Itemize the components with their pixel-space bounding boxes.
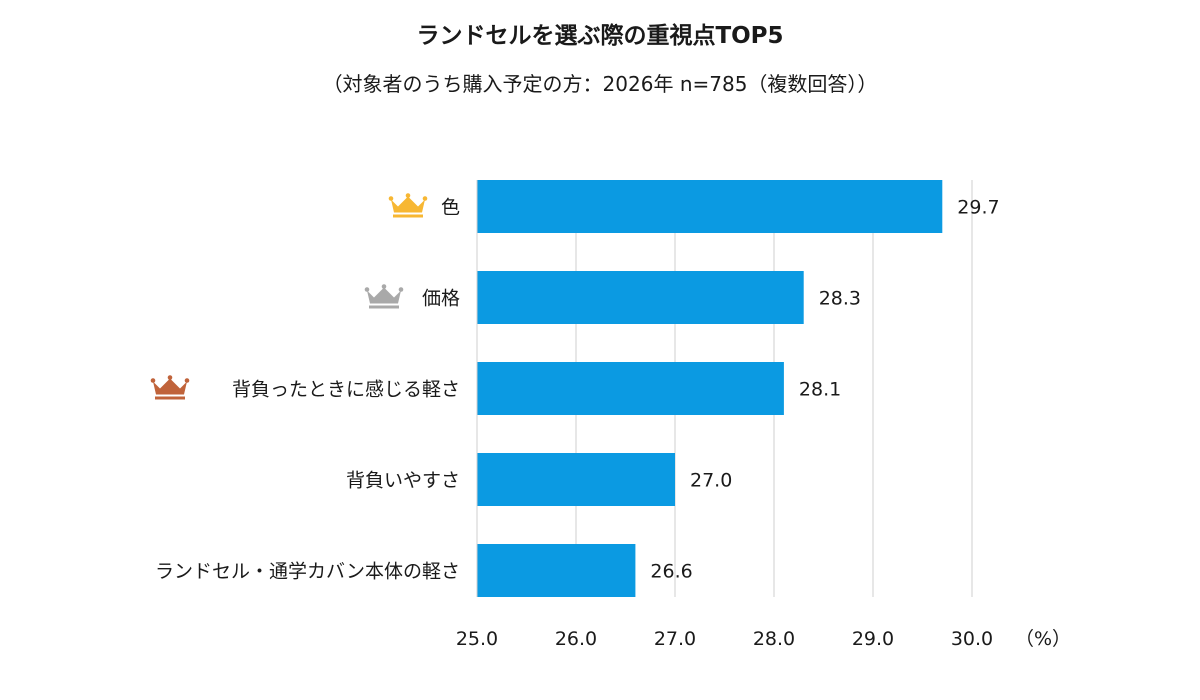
gold-crown-icon xyxy=(388,193,428,218)
category-label: ランドセル・通学カバン本体の軽さ xyxy=(155,561,460,583)
category-label: 価格 xyxy=(422,288,460,310)
chart-title: ランドセルを選ぶ際の重視点TOP5 xyxy=(416,23,784,49)
x-unit-label: （%） xyxy=(1015,628,1071,650)
category-label: 背負いやすさ xyxy=(346,470,460,492)
x-tick-label: 26.0 xyxy=(555,628,597,650)
value-label: 27.0 xyxy=(690,470,732,492)
chart-subtitle: （対象者のうち購入予定の方：2026年 n=785（複数回答）） xyxy=(322,72,878,96)
value-label: 29.7 xyxy=(957,197,999,219)
silver-crown-icon xyxy=(364,284,404,309)
x-tick-label: 30.0 xyxy=(951,628,993,650)
value-label: 28.1 xyxy=(799,379,841,401)
bronze-crown-icon xyxy=(150,375,190,400)
bar xyxy=(477,271,804,324)
category-label: 背負ったときに感じる軽さ xyxy=(232,379,460,401)
bar xyxy=(477,362,784,415)
bar xyxy=(477,453,675,506)
x-tick-label: 25.0 xyxy=(456,628,498,650)
bar xyxy=(477,180,943,233)
x-tick-label: 27.0 xyxy=(654,628,696,650)
value-label: 26.6 xyxy=(650,561,692,583)
x-tick-label: 28.0 xyxy=(753,628,795,650)
bar xyxy=(477,544,636,597)
category-label: 色 xyxy=(441,197,460,219)
value-label: 28.3 xyxy=(819,288,861,310)
x-tick-label: 29.0 xyxy=(852,628,894,650)
